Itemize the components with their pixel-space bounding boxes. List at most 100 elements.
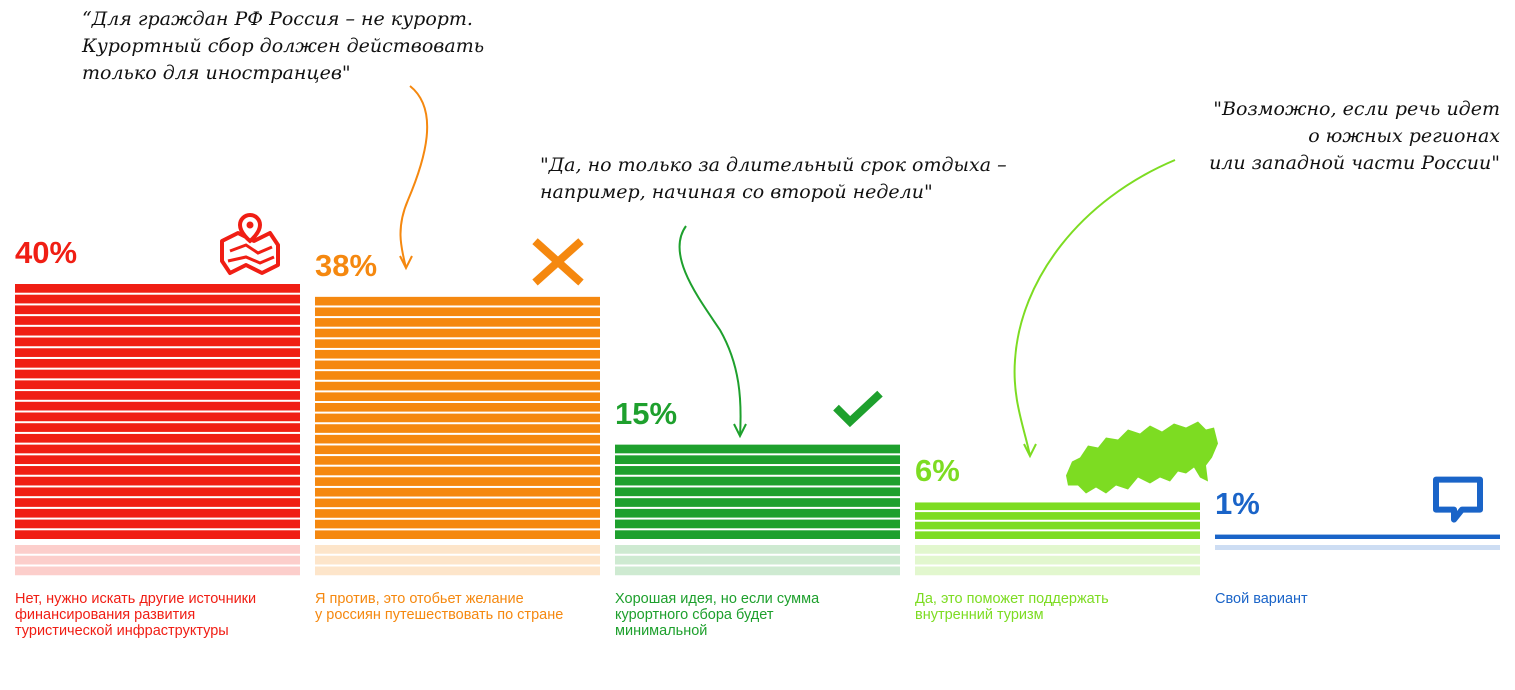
category-label: Хорошая идея, но если сумма курортного с… [615,591,820,639]
bar-stripe [315,371,600,380]
bar-stripe [315,509,600,518]
bar-3 [615,444,900,576]
bar-reflection [615,545,900,554]
bar-reflection [615,566,900,576]
bar-reflection [915,555,1200,565]
bar-reflection [315,566,600,576]
bar-stripe [15,412,300,422]
bar-stripe [315,519,600,529]
bar-stripe [15,380,300,390]
bar-reflection [1215,545,1500,550]
bar-stripe [615,487,900,497]
bar-stripe [1215,534,1500,539]
bar-stripe [315,381,600,391]
bar-stripe [15,337,300,347]
bar-stripe [915,512,1200,520]
bar-reflection [15,545,300,554]
bar-stripe [315,328,600,338]
bar-stripe [315,307,600,317]
checkmark-icon [833,390,883,428]
russia-map-icon [1066,421,1218,494]
bar-stripe [15,423,300,432]
bar-stripe [15,433,300,443]
bar-stripe [15,284,300,293]
bar-stripe [315,530,600,539]
bar-5 [1215,534,1500,550]
bar-reflection [15,566,300,576]
bar-1 [15,284,300,576]
bar-stripe [615,519,900,529]
value-label: 1% [1215,485,1260,521]
bar-stripe [615,455,900,465]
value-label: 40% [15,235,78,270]
bar-reflection [915,545,1200,554]
bar-stripe [15,498,300,507]
bar-stripe [315,466,600,476]
bar-stripe [615,476,900,486]
bar-stripe [315,296,600,306]
category-label: Нет, нужно искать другие источники финан… [15,591,257,639]
arrow-south [1013,159,1176,459]
bar-stripe [615,530,900,539]
cross-icon [532,238,584,286]
category-label: Да, это поможет поддержать внутренний ту… [915,591,1109,623]
bar-2 [315,296,600,576]
bar-reflection [315,545,600,554]
value-label: 15% [615,395,678,431]
bar-stripe [15,348,300,357]
bar-stripe [915,502,1200,511]
bar-stripe [15,294,300,304]
quote-against: “Для граждан РФ Россия – не курорт. Куро… [82,8,485,84]
bar-stripe [315,360,600,370]
bar-stripe [15,401,300,411]
bar-stripe [15,326,300,336]
bar-stripe [315,487,600,497]
bar-stripe [315,477,600,486]
bar-stripe [315,403,600,412]
bar-stripe [615,444,900,454]
arrow-against [399,85,429,271]
bar-stripe [915,521,1200,530]
bar-4 [915,502,1200,576]
value-label: 6% [915,453,960,489]
bar-reflection [915,566,1200,576]
bar-stripe [315,339,600,348]
quote-long-stay: "Да, но только за длительный срок отдыха… [540,154,1007,203]
bar-stripe [15,530,300,539]
value-label: 38% [315,247,378,283]
bar-stripe [15,476,300,486]
bar-stripe [15,358,300,368]
quote-south: "Возможно, если речь идет о южных регион… [1209,98,1500,174]
bar-reflection [615,555,900,565]
bar-stripe [15,519,300,529]
bar-stripe [915,531,1200,539]
bar-stripe [15,316,300,325]
bar-stripe [15,369,300,379]
bar-stripe [15,508,300,518]
bar-stripe [315,445,600,455]
arrow-long-stay [678,225,747,439]
bar-reflection [15,555,300,565]
bar-stripe [615,466,900,475]
bar-stripe [15,391,300,400]
bar-stripe [315,424,600,433]
bar-stripe [15,466,300,475]
category-label: Я против, это отобьет желание у россиян … [315,591,564,623]
bar-stripe [315,456,600,465]
map-pin-icon [220,213,280,275]
bar-stripe [15,305,300,315]
bar-stripe [315,434,600,444]
bar-stripe [315,349,600,359]
bar-stripe [315,413,600,423]
bar-stripe [15,444,300,454]
bar-stripe [615,498,900,507]
bar-stripe [15,487,300,497]
bar-stripe [315,498,600,508]
category-label: Свой вариант [1215,591,1308,607]
bar-stripe [15,455,300,465]
bar-stripe [315,392,600,402]
bar-reflection [315,555,600,565]
bar-stripe [615,508,900,518]
